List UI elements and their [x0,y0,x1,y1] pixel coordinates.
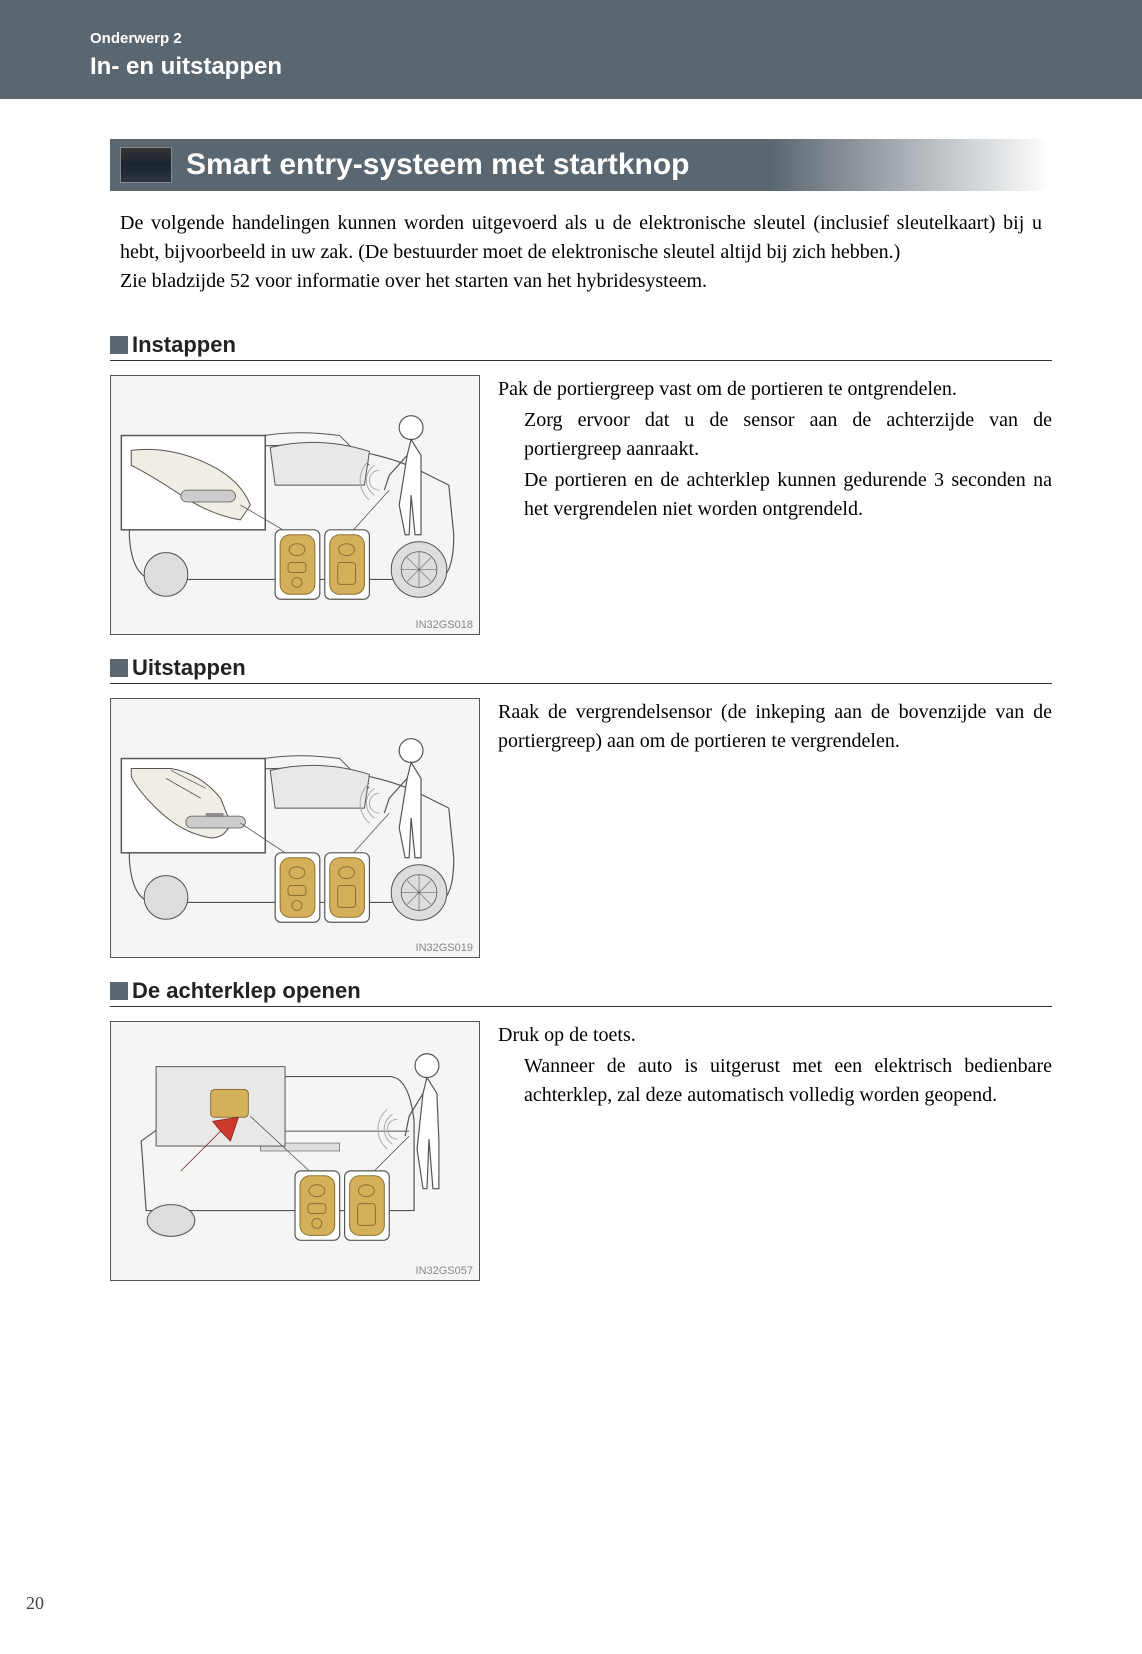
heading-text: Uitstappen [132,655,246,681]
section-body-instappen: IN32GS018 Pak de portiergreep vast om de… [110,375,1052,635]
illustration-code: IN32GS057 [416,1265,473,1277]
illustration-achterklep: IN32GS057 [110,1021,480,1281]
heading-square-icon [110,982,128,1000]
heading-text: De achterklep openen [132,978,361,1004]
desc-sub-1: Zorg ervoor dat u de sensor aan de achte… [498,406,1052,464]
desc-main: Pak de portiergreep vast om de portieren… [498,375,1052,404]
header-subject: Onderwerp 2 [90,30,1142,47]
section-heading-achterklep: De achterklep openen [110,978,1052,1007]
desc-main: Raak de vergrendelsensor (de inkeping aa… [498,698,1052,756]
desc-sub-2: De portieren en de achterklep kunnen ged… [498,466,1052,524]
illustration-code: IN32GS018 [416,619,473,631]
desc-sub-1: Wanneer de auto is uitgerust met een ele… [498,1052,1052,1110]
description-uitstappen: Raak de vergrendelsensor (de inkeping aa… [498,698,1052,958]
page-number: 20 [26,1593,44,1614]
page-header: Onderwerp 2 In- en uitstappen [0,0,1142,99]
description-achterklep: Druk op de toets. Wanneer de auto is uit… [498,1021,1052,1281]
heading-square-icon [110,659,128,677]
desc-main: Druk op de toets. [498,1021,1052,1050]
section-heading-uitstappen: Uitstappen [110,655,1052,684]
section-body-uitstappen: IN32GS019 Raak de vergrendelsensor (de i… [110,698,1052,958]
intro-line-2: Zie bladzijde 52 voor informatie over he… [120,267,1042,296]
section-heading-instappen: Instappen [110,332,1052,361]
intro-paragraph: De volgende handelingen kunnen worden ui… [110,203,1052,312]
illustration-instappen: IN32GS018 [110,375,480,635]
main-title-band: Smart entry-systeem met startknop [110,139,1052,191]
main-title: Smart entry-systeem met startknop [186,148,690,182]
illustration-uitstappen: IN32GS019 [110,698,480,958]
heading-text: Instappen [132,332,236,358]
illustration-code: IN32GS019 [416,942,473,954]
heading-square-icon [110,336,128,354]
description-instappen: Pak de portiergreep vast om de portieren… [498,375,1052,635]
section-body-achterklep: IN32GS057 Druk op de toets. Wanneer de a… [110,1021,1052,1281]
intro-line-1: De volgende handelingen kunnen worden ui… [120,209,1042,267]
title-thumbnail-icon [120,147,172,183]
page-content: Smart entry-systeem met startknop De vol… [0,99,1142,1281]
header-section-title: In- en uitstappen [90,53,1142,81]
